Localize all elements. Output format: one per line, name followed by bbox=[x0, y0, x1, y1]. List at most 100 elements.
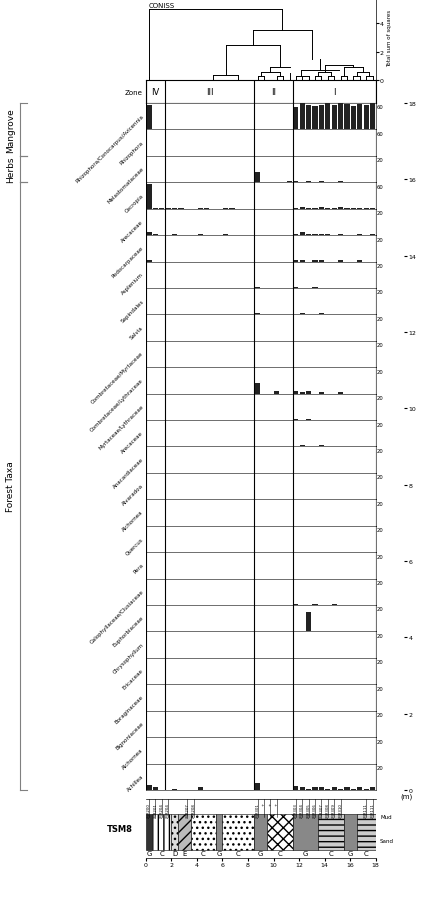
Bar bbox=[300, 446, 305, 447]
Text: Alvaradoa: Alvaradoa bbox=[121, 483, 145, 507]
Text: -MR303: -MR303 bbox=[294, 802, 298, 817]
Bar bbox=[255, 784, 260, 790]
Text: Mangrove: Mangrove bbox=[7, 107, 15, 153]
Text: Sapindales: Sapindales bbox=[120, 298, 145, 323]
Text: -MR200: -MR200 bbox=[147, 802, 151, 817]
Bar bbox=[178, 814, 191, 851]
Bar bbox=[300, 103, 305, 130]
Bar bbox=[216, 814, 222, 851]
Bar bbox=[300, 787, 305, 790]
Bar bbox=[198, 787, 203, 790]
Text: 20: 20 bbox=[377, 712, 384, 717]
Text: 60: 60 bbox=[377, 106, 384, 110]
Bar bbox=[306, 612, 311, 632]
Bar bbox=[306, 789, 311, 790]
Text: +: + bbox=[275, 802, 279, 805]
Text: 20: 20 bbox=[377, 422, 384, 427]
Bar bbox=[300, 313, 305, 315]
Bar bbox=[319, 182, 324, 183]
Bar bbox=[325, 104, 330, 130]
Bar bbox=[364, 106, 369, 130]
Bar bbox=[332, 604, 337, 605]
Text: G: G bbox=[146, 851, 152, 856]
Text: -MR111: -MR111 bbox=[370, 802, 374, 817]
Text: -MR309: -MR309 bbox=[332, 802, 336, 817]
Text: -MR304: -MR304 bbox=[300, 802, 304, 817]
Bar bbox=[370, 104, 375, 130]
Bar bbox=[319, 106, 324, 130]
Text: -MR310: -MR310 bbox=[339, 802, 343, 817]
Bar bbox=[357, 105, 362, 130]
Bar bbox=[306, 182, 311, 183]
Text: G: G bbox=[303, 851, 308, 856]
Bar bbox=[306, 106, 311, 130]
Bar bbox=[338, 261, 343, 262]
Text: 20: 20 bbox=[377, 581, 384, 585]
Bar bbox=[319, 235, 324, 236]
Text: Euphorbiaceae: Euphorbiaceae bbox=[112, 615, 145, 647]
Bar bbox=[153, 235, 158, 236]
Bar bbox=[338, 208, 343, 209]
Text: -MR204: -MR204 bbox=[166, 802, 170, 817]
Bar bbox=[274, 392, 279, 395]
Text: Alchornea: Alchornea bbox=[122, 509, 145, 533]
Text: 20: 20 bbox=[377, 369, 384, 374]
Bar bbox=[293, 235, 298, 236]
Text: C: C bbox=[236, 851, 241, 856]
Text: Pera: Pera bbox=[133, 563, 145, 574]
Text: C: C bbox=[278, 851, 282, 856]
Text: -MR204: -MR204 bbox=[160, 802, 164, 817]
Bar bbox=[255, 814, 267, 851]
Bar bbox=[287, 182, 292, 183]
Bar bbox=[325, 789, 330, 790]
Bar bbox=[306, 392, 311, 395]
Text: IV: IV bbox=[151, 88, 160, 97]
Bar bbox=[351, 107, 356, 130]
Bar bbox=[146, 233, 152, 236]
Bar bbox=[338, 393, 343, 395]
Text: G: G bbox=[258, 851, 263, 856]
Bar bbox=[300, 208, 305, 209]
Bar bbox=[351, 789, 356, 790]
Bar bbox=[357, 261, 362, 262]
Text: Melastomataceae: Melastomataceae bbox=[106, 166, 145, 205]
Bar bbox=[319, 393, 324, 395]
Bar bbox=[319, 787, 324, 790]
Bar bbox=[222, 814, 255, 851]
Bar bbox=[364, 789, 369, 790]
Bar bbox=[198, 235, 203, 236]
Bar bbox=[318, 814, 344, 851]
Bar bbox=[338, 182, 343, 183]
Text: -MR301: -MR301 bbox=[255, 802, 259, 817]
Text: TSM8: TSM8 bbox=[107, 824, 132, 833]
Bar bbox=[338, 789, 343, 790]
Text: 20: 20 bbox=[377, 264, 384, 269]
Text: 20: 20 bbox=[377, 739, 384, 744]
Text: Combretaceae/Lythraceae: Combretaceae/Lythraceae bbox=[90, 377, 145, 433]
Text: D: D bbox=[172, 851, 177, 856]
Text: 20: 20 bbox=[377, 158, 384, 163]
Text: 20: 20 bbox=[377, 290, 384, 295]
Bar bbox=[312, 261, 318, 262]
Text: 60: 60 bbox=[377, 132, 384, 136]
Bar bbox=[255, 172, 260, 183]
Text: Salvia: Salvia bbox=[129, 325, 145, 340]
Bar bbox=[255, 287, 260, 289]
Text: Mud: Mud bbox=[380, 815, 392, 819]
Text: Combretaceae/Myrtaceae: Combretaceae/Myrtaceae bbox=[91, 351, 145, 405]
Text: -MR308: -MR308 bbox=[326, 802, 330, 817]
Bar bbox=[312, 604, 318, 605]
Text: 60: 60 bbox=[377, 184, 384, 190]
Text: III: III bbox=[206, 88, 213, 97]
Bar bbox=[312, 787, 318, 790]
Bar bbox=[152, 814, 171, 851]
Text: G: G bbox=[217, 851, 222, 856]
Text: 20: 20 bbox=[377, 659, 384, 665]
Bar bbox=[293, 182, 298, 183]
Bar bbox=[332, 106, 337, 130]
Bar bbox=[293, 787, 298, 790]
Bar bbox=[146, 261, 152, 262]
Bar bbox=[191, 814, 216, 851]
Text: Rhizophora/Conocarpus/Avicennia: Rhizophora/Conocarpus/Avicennia bbox=[75, 114, 145, 183]
Bar bbox=[344, 787, 350, 790]
